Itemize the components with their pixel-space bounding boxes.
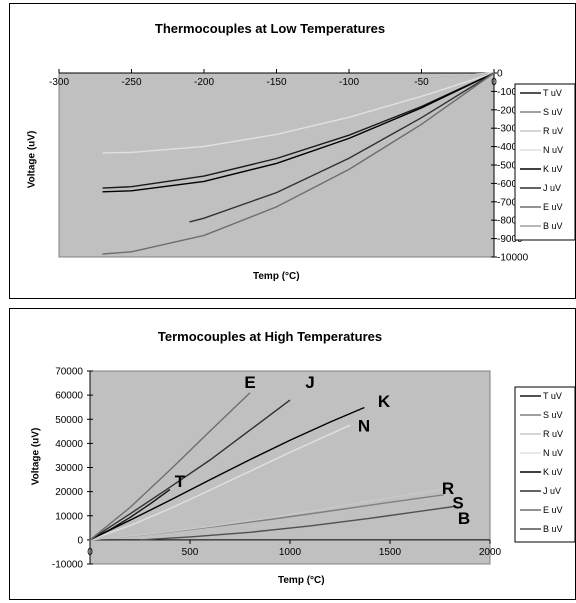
series-line-n (102, 72, 495, 154)
y-tick-label: -4000 (497, 142, 523, 153)
series-line-t (102, 72, 495, 189)
legend-entry: R uV (543, 429, 563, 439)
y-tick-label: 40000 (55, 439, 83, 450)
y-tick-label: 0 (77, 535, 83, 546)
y-tick-label: 0 (497, 69, 503, 80)
legend-entry: N uV (543, 448, 563, 458)
series-line-r (89, 488, 444, 541)
chart-canvas-high: 0 500 1000 1500 2000 70000 60000 50000 40000 3000… (52, 367, 576, 571)
x-tick-label: -100 (339, 77, 359, 88)
series-line-e (102, 72, 495, 255)
x-tick-label: 2000 (479, 547, 502, 558)
legend-entry: J uV (543, 486, 561, 496)
y-tick-label: -8000 (497, 216, 523, 227)
chart-title-low: Thermocouples at Low Temperatures (154, 21, 386, 36)
x-tick-label: 0 (491, 77, 497, 88)
x-tick-label: -200 (194, 77, 214, 88)
legend-entry: T uV (543, 391, 562, 401)
curve-label-k: K (378, 392, 391, 411)
legend-box (514, 83, 576, 241)
legend-entry: J uV (543, 183, 561, 193)
curve-label-j: J (305, 373, 314, 392)
legend: T uV S uV R uV N uV K uV J uV E uV B uV (514, 386, 576, 543)
curve-label-b: B (458, 509, 470, 528)
legend-entry: K uV (543, 467, 563, 477)
plot-area (89, 370, 491, 565)
legend-entry: T uV (543, 88, 562, 98)
series-line-e (89, 392, 251, 541)
legend-entry: K uV (543, 164, 563, 174)
y-tick-label: -7000 (497, 197, 523, 208)
plot-area (58, 72, 495, 258)
y-tick-label: 50000 (55, 415, 83, 426)
series-line-n (89, 424, 351, 541)
series-line-k (102, 72, 495, 193)
legend: T uV S uV R uV N uV K uV J uV E uV B uV (514, 83, 576, 241)
legend-entry: E uV (543, 505, 563, 515)
x-tick-label: -300 (49, 77, 69, 88)
chart-canvas-low: -300 -250 -200 -150 -100 -50 00-1000-2000-3000… (49, 69, 576, 264)
x-tick-label: 1500 (379, 547, 402, 558)
x-tick-label: -50 (414, 77, 429, 88)
curve-label-n: N (358, 416, 370, 435)
curve-label-s: S (452, 494, 463, 513)
y-tick-label: 30000 (55, 463, 83, 474)
legend-entry: N uV (543, 145, 563, 155)
curve-label-t: T (175, 472, 186, 491)
curve-label-r: R (442, 479, 454, 498)
series-line-j (89, 399, 291, 541)
y-tick-label: 20000 (55, 487, 83, 498)
series-line-j (189, 72, 495, 223)
y-tick-label: -10000 (497, 253, 529, 264)
y-tick-label: -5000 (497, 161, 523, 172)
curve-label-e: E (244, 373, 255, 392)
legend-entry: B uV (543, 524, 563, 534)
y-tick-label: -2000 (497, 105, 523, 116)
legend-box (514, 386, 576, 543)
chart-panel-low: Thermocouples at Low Temperatures Temp (… (9, 3, 576, 299)
series-line-k (89, 406, 365, 541)
y-tick-label: 70000 (55, 367, 83, 378)
x-tick-label: -150 (266, 77, 286, 88)
x-axis-title-high: Temp (°C) (278, 575, 325, 586)
series-line-b (139, 505, 455, 541)
y-tick-label: -3000 (497, 124, 523, 135)
x-tick-label: 1000 (279, 547, 302, 558)
y-tick-label: -9000 (497, 234, 523, 245)
legend-entry: R uV (543, 126, 563, 136)
x-tick-label: 0 (87, 547, 93, 558)
y-tick-label: -10000 (52, 560, 84, 571)
x-axis-title-low: Temp (°C) (253, 271, 300, 282)
x-tick-label: 500 (182, 547, 199, 558)
y-tick-label: 10000 (55, 511, 83, 522)
y-tick-label: -1000 (497, 87, 523, 98)
chart-title-high: Termocouples at High Temperatures (157, 329, 383, 344)
legend-entry: B uV (543, 221, 563, 231)
legend-entry: S uV (543, 410, 563, 420)
chart-panel-high: Termocouples at High Temperatures Temp (… (9, 308, 576, 600)
x-tick-label: -250 (121, 77, 141, 88)
legend-entry: E uV (543, 202, 563, 212)
series-line-r (421, 72, 495, 78)
y-tick-label: 60000 (55, 391, 83, 402)
y-tick-label: -6000 (497, 179, 523, 190)
legend-entry: S uV (543, 107, 563, 117)
